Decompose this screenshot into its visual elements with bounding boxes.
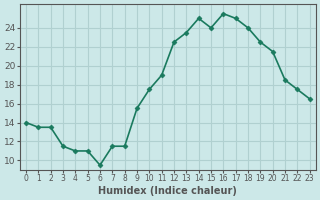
X-axis label: Humidex (Indice chaleur): Humidex (Indice chaleur) [98,186,237,196]
